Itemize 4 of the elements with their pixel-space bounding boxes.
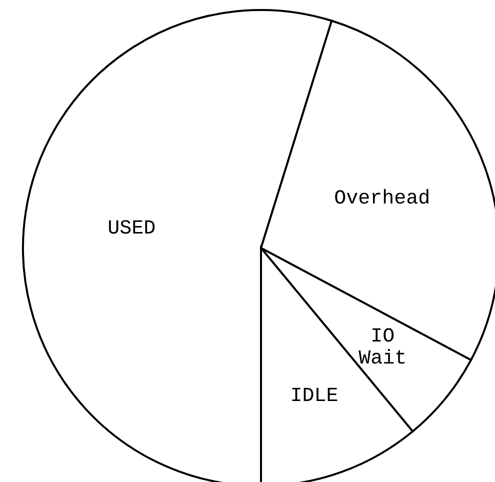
slice-label: IDLE: [290, 384, 338, 408]
slice-label: IO Wait: [358, 324, 407, 370]
slice-label: USED: [108, 216, 156, 240]
slice-label: Overhead: [334, 186, 430, 210]
